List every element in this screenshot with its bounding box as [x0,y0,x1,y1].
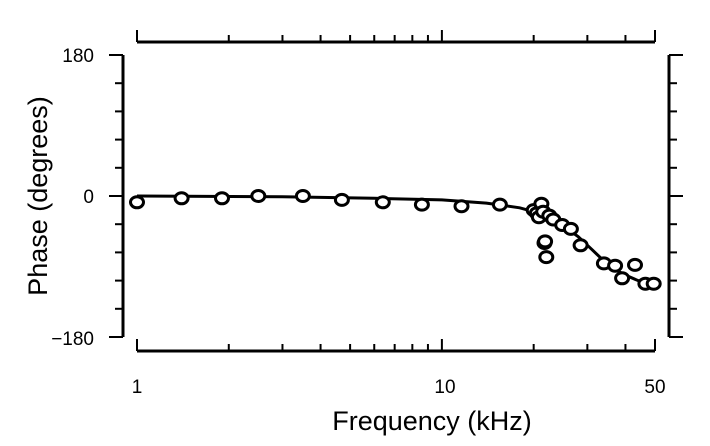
data-point [129,195,145,210]
y-tick-label-0: 0 [83,187,94,208]
data-point [374,195,391,210]
data-point [250,189,267,203]
x-tick-label-50: 50 [644,377,665,398]
data-point [173,191,190,206]
data-point [538,250,555,265]
data-point [214,191,230,206]
data-point [572,238,589,253]
x-tick-label-1: 1 [132,377,143,398]
data-points-layer [129,189,662,291]
data-point [491,197,508,212]
x-tick-label-10: 10 [434,377,455,398]
axis-ticks [109,30,683,351]
data-point [537,234,554,249]
y-tick-label-180: 180 [62,46,94,67]
data-point [413,197,430,212]
y-tick-label-minus-180: −180 [51,329,94,350]
data-point [294,189,311,203]
data-point [645,276,662,291]
x-axis-title: Frequency (kHz) [332,406,532,436]
data-point [333,192,350,207]
data-point [453,199,470,214]
data-point [627,257,643,272]
data-point [614,271,631,286]
data-point [562,221,579,236]
y-axis-title: Phase (degrees) [23,96,53,296]
data-point [607,258,624,273]
